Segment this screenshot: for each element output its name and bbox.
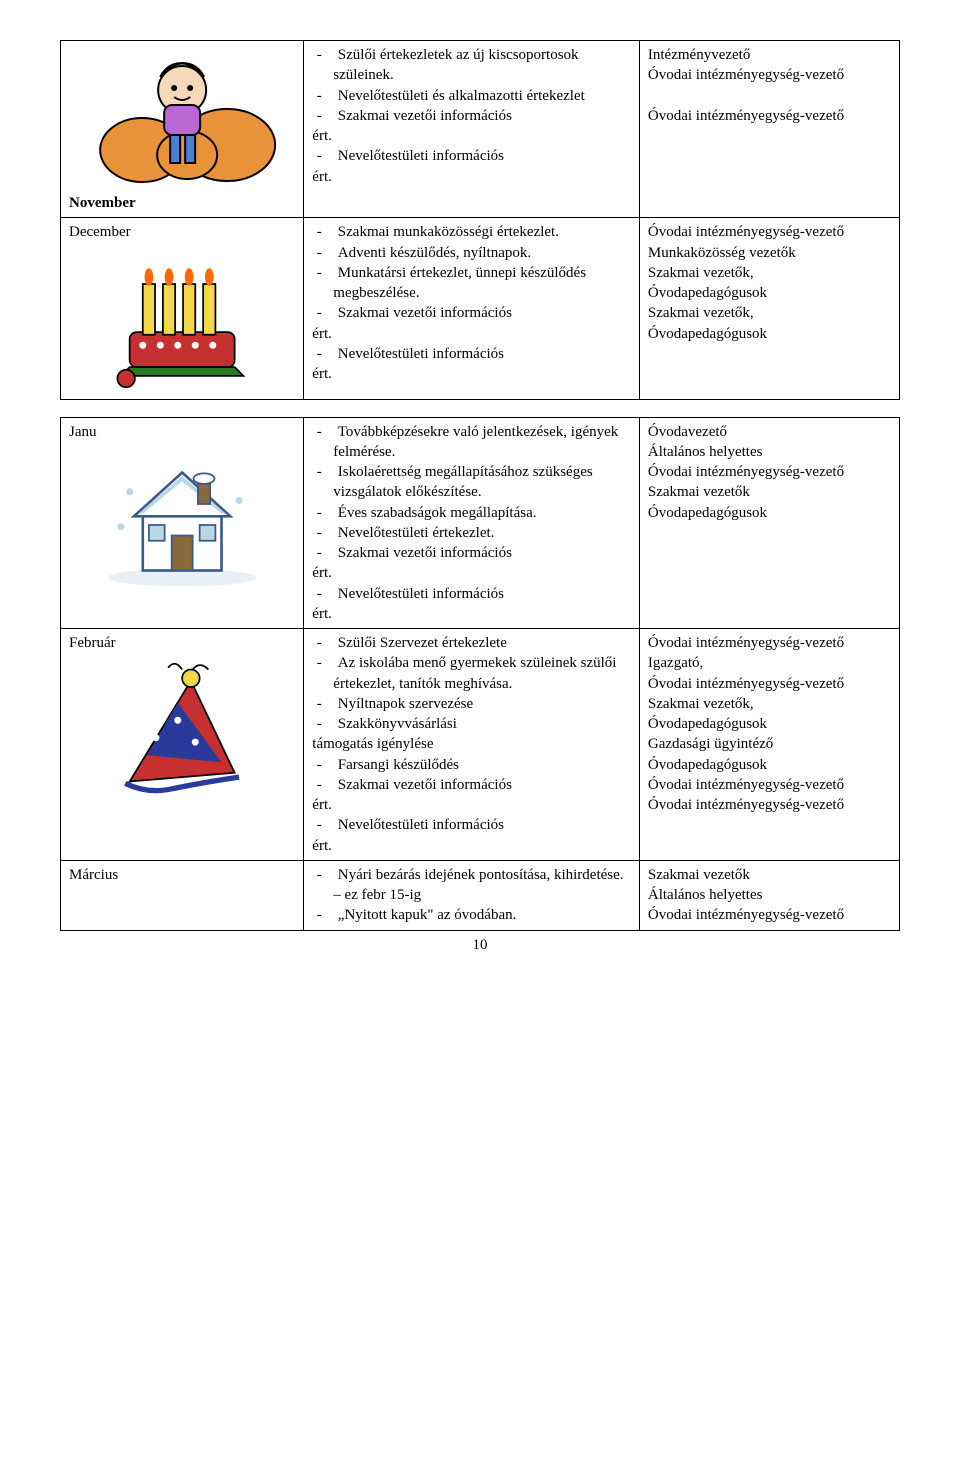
task-item: Nevelőtestületi információs bbox=[312, 815, 631, 835]
responsible-line: Igazgató, bbox=[648, 653, 891, 673]
responsible-line: Intézményvezető bbox=[648, 45, 891, 65]
responsible-line: Óvodai intézményegység-vezető bbox=[648, 775, 891, 795]
task-item-plain: támogatás igénylése bbox=[312, 734, 631, 754]
responsible-line: Óvodapedagógusok bbox=[648, 714, 891, 734]
task-item: Nyári bezárás idejének pontosítása, kihi… bbox=[312, 865, 631, 906]
task-item: Szakmai vezetői információs bbox=[312, 543, 631, 563]
tasks-cell: Nyári bezárás idejének pontosítása, kihi… bbox=[304, 860, 640, 930]
task-item-plain: ért. bbox=[312, 604, 631, 624]
task-list: Nyári bezárás idejének pontosítása, kihi… bbox=[312, 865, 631, 926]
clipart-partyhat bbox=[69, 659, 295, 799]
responsible-line: Óvodai intézményegység-vezető bbox=[648, 462, 891, 482]
month-cell-janu: Janu bbox=[61, 417, 304, 629]
task-item: Nevelőtestületi információs bbox=[312, 146, 631, 166]
task-list: Szakmai munkaközösségi értekezlet.Advent… bbox=[312, 222, 631, 384]
task-item: Munkatársi értekezlet, ünnepi készülődés… bbox=[312, 263, 631, 304]
responsible-line: Szakmai vezetők, bbox=[648, 263, 891, 283]
responsible-line: Óvodai intézményegység-vezető bbox=[648, 633, 891, 653]
responsible-line: Óvodai intézményegység-vezető bbox=[648, 674, 891, 694]
task-item: Szakmai vezetői információs bbox=[312, 303, 631, 323]
task-item: Nyíltnapok szervezése bbox=[312, 694, 631, 714]
month-cell-november: November bbox=[61, 41, 304, 218]
responsible-line: Óvodai intézményegység-vezető bbox=[648, 65, 891, 85]
task-item: Iskolaérettség megállapításához szüksége… bbox=[312, 462, 631, 503]
responsible-line: Óvodapedagógusok bbox=[648, 324, 891, 344]
responsible-line: Szakmai vezetők bbox=[648, 865, 891, 885]
month-label: November bbox=[69, 193, 295, 213]
task-item: Továbbképzésekre való jelentkezések, igé… bbox=[312, 422, 631, 463]
task-item-plain: ért. bbox=[312, 167, 631, 187]
responsible-line: Általános helyettes bbox=[648, 885, 891, 905]
task-item: Szakmai vezetői információs bbox=[312, 106, 631, 126]
responsible-line: Óvodai intézményegység-vezető bbox=[648, 222, 891, 242]
task-item: Adventi készülődés, nyíltnapok. bbox=[312, 243, 631, 263]
task-item: „Nyitott kapuk" az óvodában. bbox=[312, 905, 631, 925]
month-label: December bbox=[69, 222, 295, 242]
task-item: Nevelőtestületi értekezlet. bbox=[312, 523, 631, 543]
responsibles-cell: Óvodavezető Általános helyettesÓvodai in… bbox=[639, 417, 899, 629]
month-cell-marcius: Március bbox=[61, 860, 304, 930]
responsibles-cell: Óvodai intézményegység-vezetőIgazgató,Óv… bbox=[639, 629, 899, 861]
task-list: Szülői Szervezet értekezleteAz iskolába … bbox=[312, 633, 631, 856]
responsible-line: Óvodai intézményegység-vezető bbox=[648, 106, 891, 126]
responsibles-cell: Szakmai vezetőkÁltalános helyettesÓvodai… bbox=[639, 860, 899, 930]
task-item-plain: ért. bbox=[312, 126, 631, 146]
responsible-line: Óvodai intézményegység-vezető bbox=[648, 905, 891, 925]
schedule-table: November Szülői értekezletek az új kiscso… bbox=[60, 40, 900, 931]
task-item: Szülői Szervezet értekezlete bbox=[312, 633, 631, 653]
responsible-line: Óvodapedagógusok bbox=[648, 503, 891, 523]
month-label: Február bbox=[69, 633, 295, 653]
clipart-pumpkins bbox=[69, 45, 295, 185]
task-item: Farsangi készülődés bbox=[312, 755, 631, 775]
task-item: Szakmai vezetői információs bbox=[312, 775, 631, 795]
task-item: Nevelőtestületi információs bbox=[312, 584, 631, 604]
tasks-cell: Szakmai munkaközösségi értekezlet.Advent… bbox=[304, 218, 640, 399]
task-item: Nevelőtestületi és alkalmazotti értekezl… bbox=[312, 86, 631, 106]
task-item-plain: ért. bbox=[312, 364, 631, 384]
task-item: Szakkönyvvásárlási bbox=[312, 714, 631, 734]
responsible-line: Gazdasági ügyintéző bbox=[648, 734, 891, 754]
task-item-plain: ért. bbox=[312, 324, 631, 344]
responsible-line: Általános helyettes bbox=[648, 442, 891, 462]
month-label: Janu bbox=[69, 422, 295, 442]
task-item: Az iskolába menő gyermekek szüleinek szü… bbox=[312, 653, 631, 694]
responsible-line: Óvodapedagógusok bbox=[648, 755, 891, 775]
clipart-advent bbox=[69, 249, 295, 389]
task-list: Továbbképzésekre való jelentkezések, igé… bbox=[312, 422, 631, 625]
responsible-line: Óvodai intézményegység-vezető bbox=[648, 795, 891, 815]
task-list: Szülői értekezletek az új kiscsoportosok… bbox=[312, 45, 631, 187]
responsibles-cell: IntézményvezetőÓvodai intézményegység-ve… bbox=[639, 41, 899, 218]
responsibles-cell: Óvodai intézményegység-vezetőMunkaközöss… bbox=[639, 218, 899, 399]
month-label: Március bbox=[69, 865, 295, 885]
responsible-line: Óvodavezető bbox=[648, 422, 891, 442]
task-item: Nevelőtestületi információs bbox=[312, 344, 631, 364]
task-item-plain: ért. bbox=[312, 563, 631, 583]
responsible-line: Óvodapedagógusok bbox=[648, 283, 891, 303]
tasks-cell: Szülői értekezletek az új kiscsoportosok… bbox=[304, 41, 640, 218]
clipart-house bbox=[69, 448, 295, 588]
responsible-line: Szakmai vezetők bbox=[648, 482, 891, 502]
task-item-plain: ért. bbox=[312, 795, 631, 815]
page-number: 10 bbox=[60, 937, 900, 954]
tasks-cell: Továbbképzésekre való jelentkezések, igé… bbox=[304, 417, 640, 629]
tasks-cell: Szülői Szervezet értekezleteAz iskolába … bbox=[304, 629, 640, 861]
responsible-line: Szakmai vezetők, bbox=[648, 303, 891, 323]
task-item: Szakmai munkaközösségi értekezlet. bbox=[312, 222, 631, 242]
task-item: Éves szabadságok megállapítása. bbox=[312, 503, 631, 523]
task-item-plain: ért. bbox=[312, 836, 631, 856]
responsible-line: Munkaközösség vezetők bbox=[648, 243, 891, 263]
month-cell-februar: Február bbox=[61, 629, 304, 861]
month-cell-december: December bbox=[61, 218, 304, 399]
task-item: Szülői értekezletek az új kiscsoportosok… bbox=[312, 45, 631, 86]
responsible-line: Szakmai vezetők, bbox=[648, 694, 891, 714]
